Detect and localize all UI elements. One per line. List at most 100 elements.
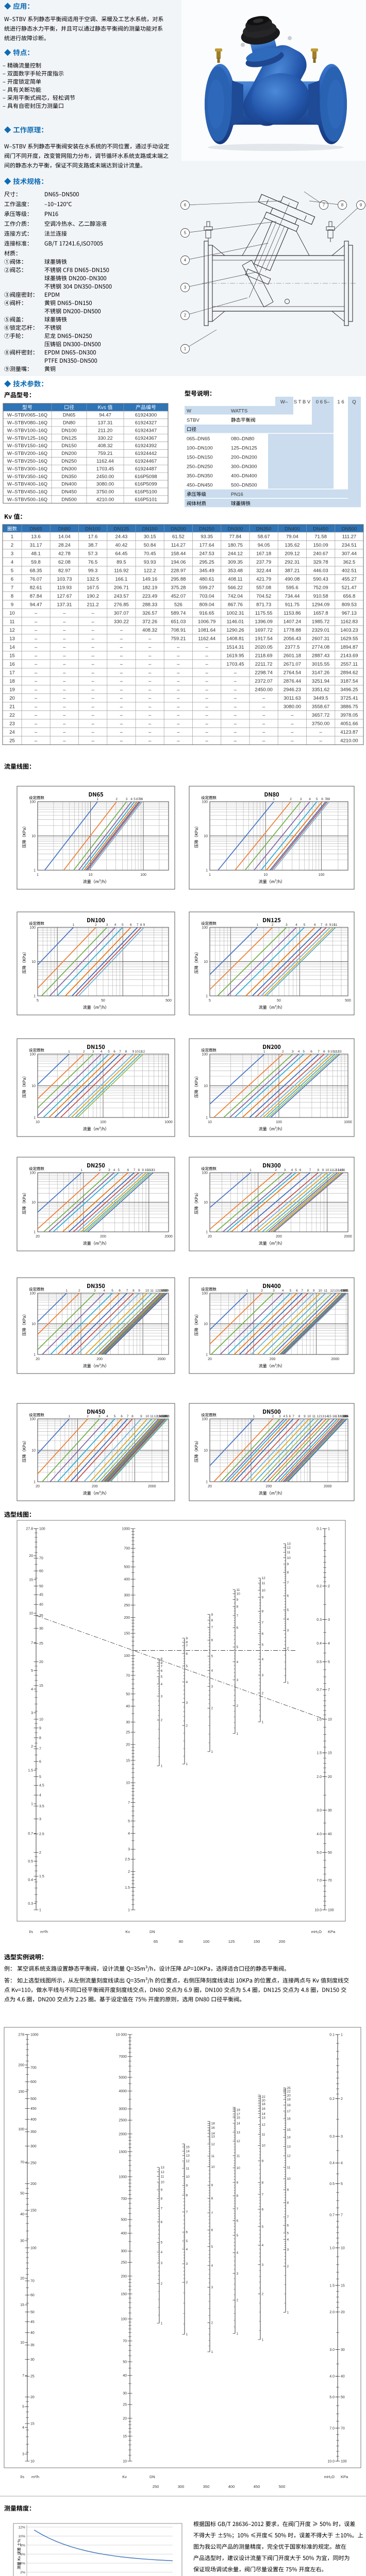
svg-text:DN125: DN125: [61, 435, 77, 441]
svg-text:–: –: [148, 730, 152, 735]
svg-text:4.5: 4.5: [39, 1784, 44, 1788]
svg-text:–: –: [205, 721, 208, 727]
svg-text:809.04: 809.04: [199, 602, 214, 608]
svg-text:2557.11: 2557.11: [341, 662, 358, 667]
svg-text:13: 13: [287, 2145, 291, 2149]
svg-text:100: 100: [328, 1908, 334, 1912]
svg-text:3: 3: [98, 1415, 101, 1418]
svg-text:–: –: [63, 730, 66, 735]
svg-text:–: –: [148, 679, 152, 684]
svg-text:Kv: Kv: [125, 1929, 130, 1934]
svg-text:DN300: DN300: [61, 466, 77, 472]
svg-text:76.5: 76.5: [88, 560, 98, 565]
svg-text:–: –: [35, 687, 38, 693]
svg-text:10: 10: [211, 2165, 215, 2169]
svg-text:3: 3: [161, 2262, 163, 2265]
svg-text:6: 6: [287, 2224, 289, 2228]
svg-text:4: 4: [103, 1289, 105, 1293]
svg-text:2: 2: [186, 1724, 188, 1727]
svg-text:1697.72: 1697.72: [255, 628, 272, 633]
svg-text:61924392: 61924392: [135, 443, 157, 449]
svg-text:1: 1: [68, 1050, 70, 1054]
svg-text:2000: 2000: [119, 2132, 127, 2136]
svg-text:42.78: 42.78: [58, 551, 71, 557]
svg-text:DN65: DN65: [63, 413, 75, 418]
svg-text:–: –: [91, 738, 94, 744]
svg-text:–: –: [262, 738, 265, 744]
svg-text:10: 10: [328, 1718, 332, 1721]
svg-text:3: 3: [106, 923, 108, 927]
svg-text:3000: 3000: [119, 2108, 127, 2111]
svg-text:10: 10: [123, 2460, 127, 2463]
svg-text:8: 8: [323, 1050, 325, 1054]
svg-text:20: 20: [20, 2277, 24, 2281]
svg-text:9: 9: [211, 2184, 213, 2188]
svg-text:1.5: 1.5: [125, 1886, 130, 1890]
svg-text:7: 7: [328, 1688, 330, 1692]
svg-text:1.0: 1.0: [329, 2246, 335, 2250]
svg-text:20: 20: [328, 1775, 332, 1779]
svg-text:387.21: 387.21: [285, 568, 300, 574]
svg-text:1: 1: [206, 1231, 208, 1234]
svg-text:12: 12: [237, 2140, 241, 2143]
svg-text:10: 10: [263, 873, 268, 877]
svg-text:1657.8: 1657.8: [313, 611, 328, 616]
svg-text:1: 1: [34, 1116, 36, 1120]
svg-text:3978.05: 3978.05: [340, 713, 358, 718]
svg-text:25: 25: [123, 2403, 127, 2407]
svg-text:1: 1: [34, 1353, 36, 1357]
svg-text:10: 10: [89, 873, 93, 877]
svg-text:521.47: 521.47: [342, 585, 357, 591]
svg-text:40: 40: [39, 1603, 43, 1607]
svg-text:9: 9: [211, 1613, 213, 1617]
svg-text:10: 10: [145, 1289, 149, 1293]
svg-text:11: 11: [139, 1050, 142, 1054]
svg-text:70: 70: [328, 1879, 332, 1883]
svg-text:–: –: [63, 687, 66, 693]
svg-text:150: 150: [18, 2090, 24, 2094]
svg-text:247.53: 247.53: [199, 551, 214, 557]
svg-text:1894.87: 1894.87: [340, 645, 358, 650]
svg-text:50: 50: [126, 1692, 130, 1696]
svg-text:700: 700: [124, 1547, 130, 1551]
svg-text:149.16: 149.16: [142, 577, 157, 582]
svg-text:616P5099: 616P5099: [135, 482, 157, 487]
svg-text:1: 1: [273, 798, 275, 801]
svg-text:616P5101: 616P5101: [135, 497, 157, 503]
svg-text:15: 15: [30, 2422, 35, 2426]
svg-text:9: 9: [329, 923, 331, 927]
svg-text:114.27: 114.27: [171, 543, 186, 548]
svg-text:200: 200: [92, 1485, 98, 1488]
svg-text:–: –: [291, 721, 294, 727]
svg-text:21: 21: [343, 1415, 347, 1418]
svg-text:2: 2: [237, 2299, 239, 2302]
svg-text:7: 7: [39, 1748, 41, 1751]
svg-text:10: 10: [204, 1084, 208, 1088]
svg-text:127.67: 127.67: [57, 594, 72, 599]
svg-text:2: 2: [282, 1050, 284, 1054]
svg-text:125–DN125: 125–DN125: [231, 446, 257, 451]
svg-text:1514.31: 1514.31: [226, 645, 244, 650]
svg-text:194.06: 194.06: [171, 560, 186, 565]
svg-text:100: 100: [18, 2128, 24, 2131]
svg-text:2: 2: [262, 1691, 264, 1695]
svg-text:50: 50: [39, 1585, 43, 1588]
svg-text:1917.54: 1917.54: [255, 636, 272, 642]
svg-text:19: 19: [287, 2098, 291, 2102]
svg-text:5: 5: [37, 999, 39, 1003]
svg-text:–: –: [177, 670, 180, 676]
svg-text:1162.44: 1162.44: [198, 636, 215, 642]
svg-text:1: 1: [69, 1415, 71, 1418]
svg-text:40: 40: [328, 1833, 332, 1836]
svg-text:1408.81: 1408.81: [226, 636, 244, 642]
svg-text:7: 7: [341, 2213, 343, 2217]
svg-text:10.0: 10.0: [314, 1908, 322, 1912]
svg-text:40: 40: [126, 1705, 130, 1708]
svg-text:2.0: 2.0: [329, 2311, 335, 2314]
svg-text:300: 300: [121, 2250, 127, 2253]
svg-text:DN150: DN150: [61, 443, 77, 449]
svg-text:1.5: 1.5: [28, 1769, 33, 1772]
svg-text:14: 14: [9, 645, 15, 650]
svg-text:3: 3: [273, 1289, 275, 1293]
svg-text:4: 4: [262, 2244, 264, 2247]
